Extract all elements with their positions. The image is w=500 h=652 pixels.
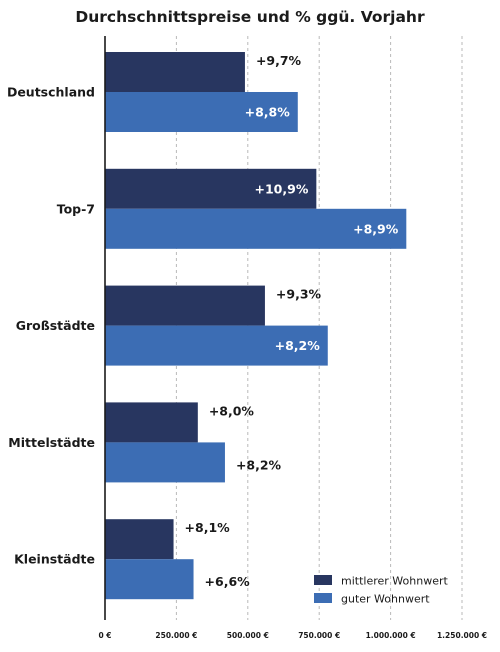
bar-mittlerer-3 xyxy=(105,402,198,443)
data-label: +6,6% xyxy=(205,574,251,589)
data-label: +8,9% xyxy=(353,221,399,236)
bar-guter-2 xyxy=(105,325,328,366)
bar-guter-0 xyxy=(105,92,298,132)
chart-title: Durchschnittspreise und % ggü. Vorjahr xyxy=(75,8,425,26)
x-tick-label: 500.000 € xyxy=(227,631,269,640)
data-label: +8,2% xyxy=(236,457,282,472)
x-tick-label: 1.250.000 € xyxy=(437,631,487,640)
bar-guter-1 xyxy=(105,208,407,249)
data-label: +8,1% xyxy=(185,520,231,535)
x-tick-label: 0 € xyxy=(98,631,111,640)
bar-guter-4 xyxy=(105,559,194,600)
x-tick-label: 1.000.000 € xyxy=(366,631,416,640)
legend-label: mittlerer Wohnwert xyxy=(341,575,448,588)
category-label: Mittelstädte xyxy=(8,435,95,450)
data-label: +8,0% xyxy=(209,403,255,418)
category-label: Kleinstädte xyxy=(14,552,95,567)
x-tick-label: 750.000 € xyxy=(298,631,340,640)
bar-guter-3 xyxy=(105,442,225,483)
legend-label: guter Wohnwert xyxy=(341,593,430,606)
data-label: +10,9% xyxy=(255,181,309,196)
data-label: +9,7% xyxy=(256,53,302,68)
legend-swatch xyxy=(314,593,332,603)
data-label: +8,2% xyxy=(275,338,321,353)
category-label: Top-7 xyxy=(57,201,95,216)
category-label: Deutschland xyxy=(7,85,95,100)
data-label: +8,8% xyxy=(245,105,291,120)
bar-mittlerer-4 xyxy=(105,519,174,560)
bar-mittlerer-1 xyxy=(105,168,317,209)
bar-mittlerer-2 xyxy=(105,285,265,326)
category-label: Großstädte xyxy=(16,318,95,333)
x-tick-label: 250.000 € xyxy=(155,631,197,640)
data-label: +9,3% xyxy=(276,287,322,302)
bar-mittlerer-0 xyxy=(105,52,245,92)
legend-swatch xyxy=(314,575,332,585)
